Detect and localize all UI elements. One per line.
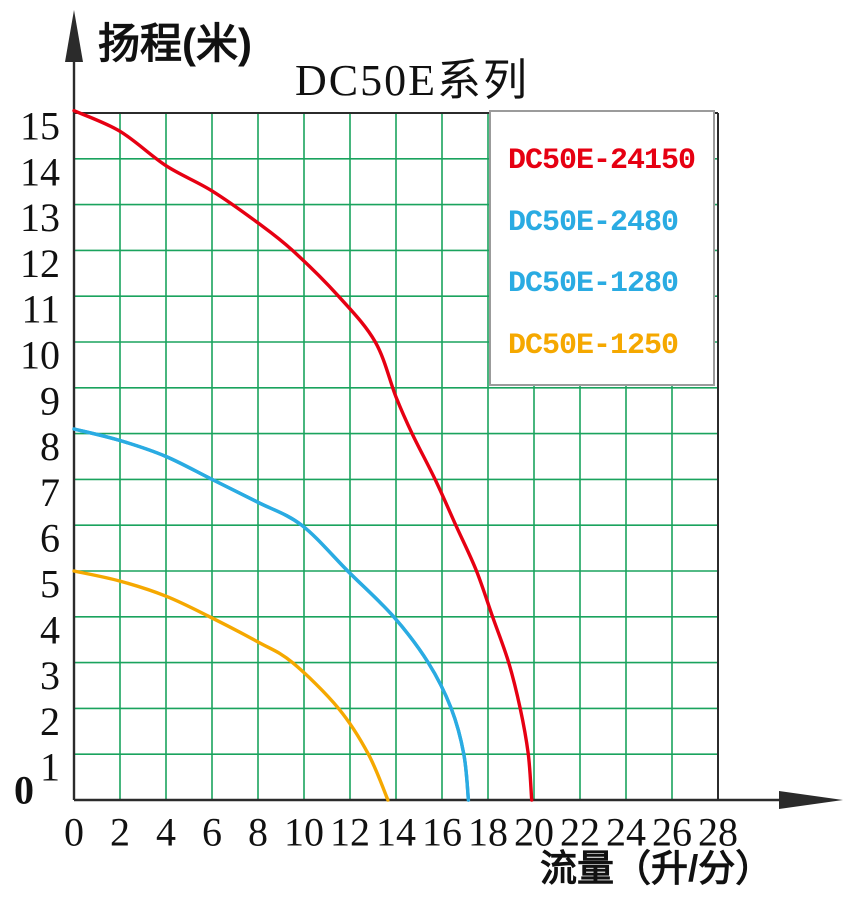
y-tick-label: 5 [40,562,60,607]
x-tick-label: 28 [698,810,738,855]
x-axis-arrow-icon [779,791,843,809]
y-tick-label: 9 [40,378,60,423]
y-tick-label: 15 [20,104,60,149]
y-tick-label: 11 [21,287,60,332]
y-tick-label: 3 [40,653,60,698]
x-axis-label: 流量（升/分） [540,848,773,889]
curve-DC50E-2480 [72,427,471,802]
chart-title: DC50E系列 [295,56,529,105]
curve-DC50E-24150 [72,109,534,802]
y-tick-label: 10 [20,333,60,378]
x-tick-label: 26 [652,810,692,855]
y-tick-label: 13 [20,195,60,240]
x-tick-label: 0 [64,810,84,855]
y-tick-label: 14 [20,149,60,194]
y-tick-label: 1 [40,745,60,790]
x-tick-label: 20 [514,810,554,855]
y-tick-label: 7 [40,470,60,515]
x-tick-label: 2 [110,810,130,855]
y-tick-label: 2 [40,699,60,744]
x-tick-label: 8 [248,810,268,855]
legend-item-DC50E-1280: DC50E-1280 [508,267,679,301]
x-tick-label: 12 [330,810,370,855]
x-tick-label: 10 [284,810,324,855]
legend-item-DC50E-1250: DC50E-1250 [508,328,679,363]
legend: DC50E-24150 DC50E-2480 DC50E-1280 DC50E-125… [489,110,715,386]
y-axis-arrow-icon [65,10,83,62]
y-axis-label: 扬程(米) [98,20,252,67]
x-tick-label: 6 [202,810,222,855]
y-tick-label: 0 [14,768,34,813]
curve-DC50E-1250 [72,569,390,802]
x-tick-label: 18 [468,810,508,855]
x-tick-label: 4 [156,810,176,855]
x-tick-label: 16 [422,810,462,855]
legend-item-DC50E-2480: DC50E-2480 [508,205,679,240]
curve-DC50E-1280 [72,427,471,802]
y-tick-label: 6 [40,516,60,561]
y-tick-label: 4 [40,607,60,652]
x-tick-label: 22 [560,810,600,855]
y-tick-label: 8 [40,424,60,469]
legend-item-DC50E-24150: DC50E-24150 [508,144,696,178]
x-tick-label: 14 [376,810,416,855]
x-tick-label: 24 [606,810,646,855]
y-tick-label: 12 [20,241,60,286]
